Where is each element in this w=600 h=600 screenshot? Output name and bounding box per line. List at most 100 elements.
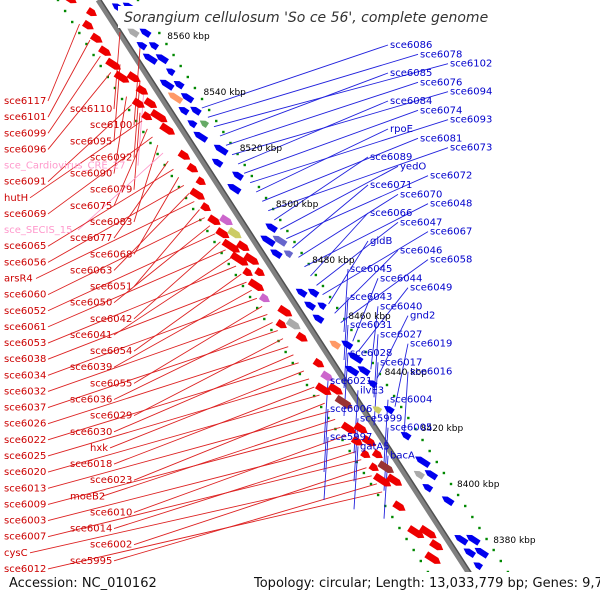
gene-feature-forward [105, 57, 121, 70]
tick-dot [207, 108, 211, 112]
tick-dot [113, 86, 117, 90]
gene-label-forward: sce6020 [4, 467, 46, 478]
gene-feature-forward [221, 238, 241, 253]
gene-feature-forward [340, 421, 357, 434]
gene-label-forward: sce6083 [90, 217, 132, 228]
gene-feature-forward [215, 227, 230, 239]
gene-feature-forward [113, 70, 130, 83]
tick-dot [284, 350, 287, 354]
gene-label-reverse: sce6070 [400, 189, 442, 200]
leader-line [133, 144, 159, 223]
gene-label-forward: sce6068 [90, 249, 132, 260]
leader-line [47, 330, 278, 409]
leader-line [133, 177, 180, 255]
gene-label-forward: sce6055 [90, 378, 132, 389]
gene-label-forward: sce6065 [4, 241, 46, 252]
leader-line [219, 72, 389, 137]
gene-label-reverse: sce6076 [420, 77, 462, 88]
tick-dot [165, 42, 168, 46]
gene-feature-forward [207, 214, 221, 225]
gene-feature-reverse [383, 406, 395, 415]
leader-line [133, 402, 325, 481]
gene-label-forward: sce6095 [70, 136, 112, 147]
tick-dot [485, 537, 488, 541]
gene-feature-reverse [400, 432, 412, 441]
gene-label-reverse: sce6084 [390, 96, 432, 107]
gene-feature-forward [235, 240, 250, 252]
gene-label-reverse: sce6078 [420, 49, 462, 60]
tick-dot [298, 372, 302, 376]
gene-feature-reverse [474, 547, 490, 559]
genome-summary-text: Topology: circular; Length: 13,033,779 b… [253, 576, 600, 591]
tick-dot [71, 20, 74, 24]
leader-line [133, 48, 141, 126]
gene-feature-forward [159, 122, 176, 135]
leader-line [47, 491, 383, 570]
genome-axis-shadow [100, 0, 490, 600]
gene-label-reverse: sce6093 [450, 115, 492, 126]
gene-label-reverse: gatA5 [360, 441, 390, 452]
gene-label-forward: sce6009 [4, 499, 46, 510]
leader-line [47, 394, 320, 473]
tick-dot [456, 493, 460, 497]
gene-label-forward: sce6091 [4, 177, 46, 188]
tick-dot [63, 9, 67, 13]
leader-line [47, 72, 112, 150]
genome-axis [95, 0, 489, 600]
gene-label-reverse: sce6081 [420, 133, 462, 144]
gene-label-forward: sce6030 [70, 427, 112, 438]
tick-label: 8560 kbp [167, 32, 210, 42]
gene-feature-reverse [148, 42, 160, 51]
leader-line [376, 315, 409, 379]
gene-feature-reverse [232, 171, 244, 181]
gene-label-reverse: sce6067 [430, 227, 472, 238]
gene-label-reverse: sce6021 [330, 376, 372, 387]
gene-feature-forward [243, 252, 260, 265]
gene-feature-forward [392, 500, 406, 511]
gene-feature-forward [361, 435, 377, 447]
gene-feature-reverse [367, 380, 378, 389]
tick-dot [412, 548, 415, 552]
tick-dot [229, 141, 232, 145]
leader-line [340, 259, 429, 324]
gene-feature-forward [368, 462, 379, 471]
gene-feature-reverse [213, 144, 229, 156]
gene-feature-reverse [167, 92, 184, 104]
gene-label-forward: cysC [4, 548, 28, 559]
tick-dot [341, 438, 344, 442]
tick-label: 8460 kbp [348, 312, 391, 322]
tick-dot [184, 196, 188, 200]
gene-label-reverse: sce6085 [390, 68, 432, 79]
tick-label: 8380 kbp [493, 536, 536, 546]
tick-dot [263, 317, 266, 321]
gene-feature-reverse [357, 366, 371, 377]
tick-dot [400, 405, 403, 409]
leader-line [225, 81, 419, 146]
leader-line [47, 104, 132, 183]
leader-line [298, 193, 399, 258]
tick-dot [264, 196, 268, 200]
leader-line [280, 165, 399, 230]
leader-line [133, 435, 346, 513]
gene-label-forward: sce6038 [4, 354, 46, 365]
gene-feature-reverse [283, 250, 294, 259]
leader-line [133, 338, 284, 417]
tick-dot [136, 0, 140, 2]
gene-feature-reverse [199, 120, 210, 129]
gene-label-forward: sce6029 [90, 411, 132, 422]
leader-line [358, 287, 409, 351]
tick-dot [135, 119, 138, 123]
gene-label-forward: hxk [90, 443, 108, 454]
tick-dot [156, 152, 159, 156]
leader-line [201, 44, 389, 109]
gene-label-forward: sce5995 [70, 556, 112, 567]
gene-feature-forward [177, 149, 191, 160]
gene-feature-reverse [211, 158, 224, 168]
leader-line [113, 289, 252, 368]
gene-label-forward: sce6037 [4, 403, 46, 414]
gene-feature-forward [186, 162, 199, 173]
gene-feature-reverse [193, 131, 209, 143]
tick-dot [120, 97, 124, 101]
gene-feature-forward [189, 187, 205, 200]
